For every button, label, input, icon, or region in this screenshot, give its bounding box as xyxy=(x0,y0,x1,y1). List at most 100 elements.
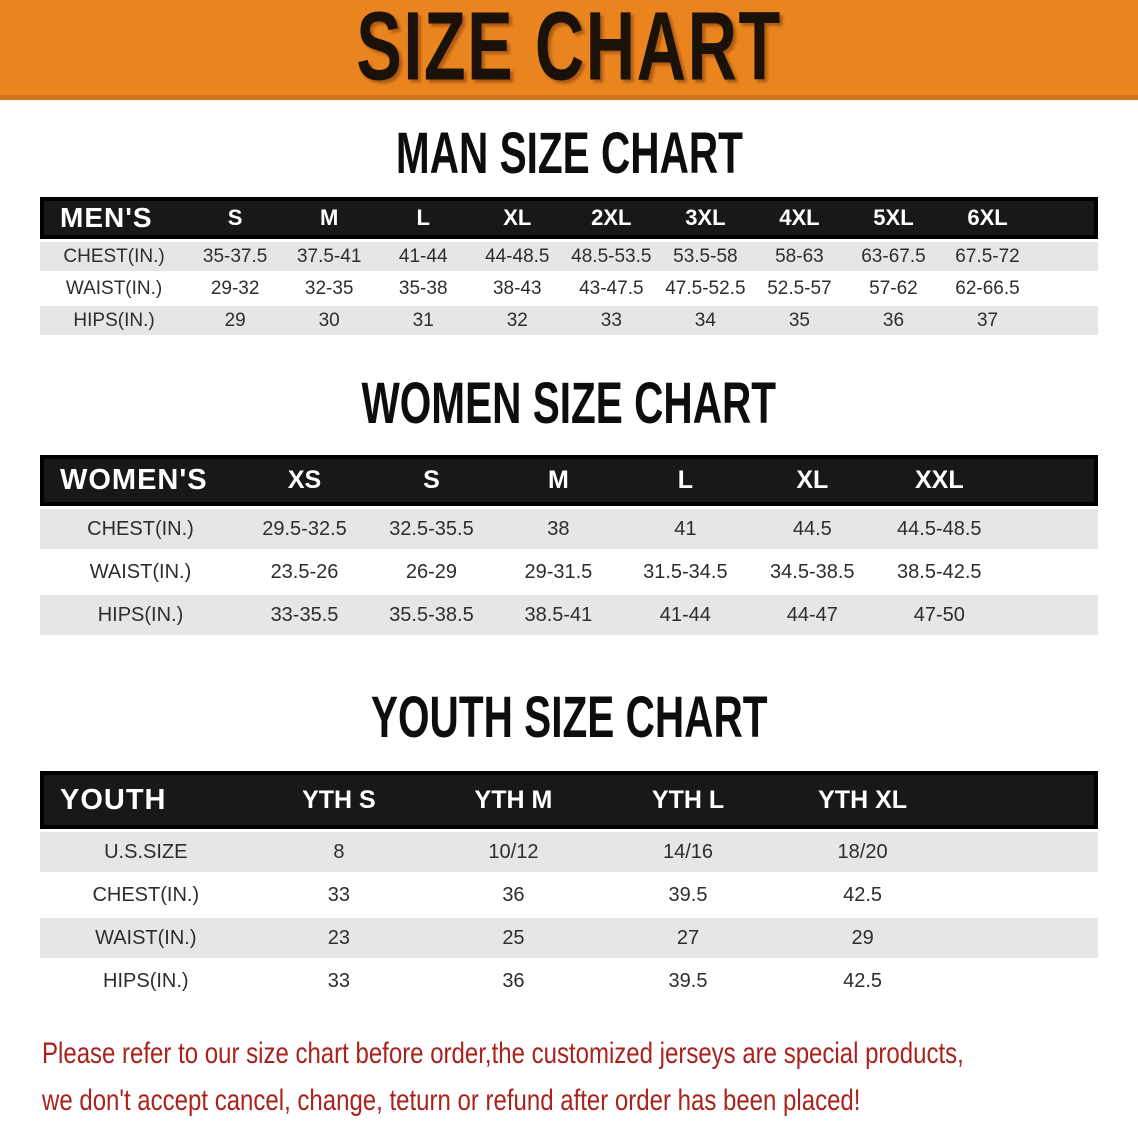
spacer-cell xyxy=(1002,552,1098,592)
table-row: HIPS(IN.) 33-35.5 35.5-38.5 38.5-41 41-44 44-… xyxy=(40,595,1098,635)
size-value-cell: 29-32 xyxy=(188,274,283,303)
size-column-header: XS xyxy=(241,455,368,506)
table-corner-label: YOUTH xyxy=(40,771,252,829)
size-value-cell: 35.5-38.5 xyxy=(367,595,495,635)
spacer-cell xyxy=(949,918,1098,958)
mens-size-table: MEN'S S M L XL 2XL 3XL 4XL 5XL 6XL CHEST(IN.) 35-37… xyxy=(40,194,1098,338)
women-section-heading: WOMEN SIZE CHART xyxy=(0,372,1138,437)
size-value-cell: 34.5-38.5 xyxy=(748,552,876,592)
size-value-cell: 32-35 xyxy=(282,274,377,303)
table-row: HIPS(IN.) 29 30 31 32 33 34 35 36 37 xyxy=(40,306,1098,335)
size-value-cell: 25 xyxy=(426,918,601,958)
size-column-header: M xyxy=(282,197,377,239)
spacer-cell xyxy=(1002,509,1098,549)
table-row: WAIST(IN.) 23.5-26 26-29 29-31.5 31.5-34.5 34… xyxy=(40,552,1098,592)
size-column-header: YTH S xyxy=(251,771,427,829)
spacer-cell xyxy=(949,875,1098,915)
size-value-cell: 35-37.5 xyxy=(188,242,283,271)
size-column-header: L xyxy=(621,455,749,506)
spacer-cell xyxy=(1034,197,1098,239)
size-value-cell: 38 xyxy=(494,509,622,549)
size-value-cell: 31.5-34.5 xyxy=(621,552,749,592)
row-label: CHEST(IN.) xyxy=(40,509,242,549)
size-column-header: 2XL xyxy=(564,197,659,239)
row-label: WAIST(IN.) xyxy=(40,552,242,592)
row-label: HIPS(IN.) xyxy=(40,961,252,1001)
size-value-cell: 35 xyxy=(752,306,847,335)
size-column-header: S xyxy=(367,455,495,506)
size-value-cell: 33-35.5 xyxy=(241,595,368,635)
size-table-header-row: YOUTH YTH S YTH M YTH L YTH XL xyxy=(40,771,1098,829)
size-value-cell: 36 xyxy=(426,875,601,915)
spacer-cell xyxy=(949,832,1098,872)
size-value-cell: 32.5-35.5 xyxy=(367,509,495,549)
size-column-header: YTH L xyxy=(600,771,776,829)
size-value-cell: 47.5-52.5 xyxy=(658,274,753,303)
size-value-cell: 30 xyxy=(282,306,377,335)
table-row: HIPS(IN.) 33 36 39.5 42.5 xyxy=(40,961,1098,1001)
row-label: HIPS(IN.) xyxy=(40,595,242,635)
size-value-cell: 14/16 xyxy=(600,832,776,872)
size-value-cell: 36 xyxy=(846,306,941,335)
size-value-cell: 29 xyxy=(188,306,283,335)
size-value-cell: 23 xyxy=(251,918,427,958)
size-column-header: S xyxy=(188,197,283,239)
size-value-cell: 58-63 xyxy=(752,242,847,271)
row-label: WAIST(IN.) xyxy=(40,918,252,958)
size-chart-banner: SIZE CHART xyxy=(0,0,1138,101)
table-corner-label: MEN'S xyxy=(40,197,189,239)
spacer-cell xyxy=(1034,274,1098,303)
size-value-cell: 27 xyxy=(600,918,776,958)
man-section-heading: MAN SIZE CHART xyxy=(0,122,1138,187)
size-value-cell: 38.5-41 xyxy=(494,595,622,635)
size-value-cell: 62-66.5 xyxy=(940,274,1035,303)
size-value-cell: 41-44 xyxy=(376,242,471,271)
size-value-cell: 67.5-72 xyxy=(940,242,1035,271)
size-value-cell: 35-38 xyxy=(376,274,471,303)
size-value-cell: 44.5 xyxy=(748,509,876,549)
size-value-cell: 31 xyxy=(376,306,471,335)
spacer-cell xyxy=(1002,595,1098,635)
table-corner-label: WOMEN'S xyxy=(40,455,242,506)
row-label: CHEST(IN.) xyxy=(40,242,189,271)
size-value-cell: 42.5 xyxy=(775,875,950,915)
size-value-cell: 33 xyxy=(251,961,427,1001)
disclaimer-line-1: Please refer to our size chart before or… xyxy=(42,1037,964,1070)
size-value-cell: 44-48.5 xyxy=(470,242,565,271)
row-label: HIPS(IN.) xyxy=(40,306,189,335)
size-value-cell: 41 xyxy=(621,509,749,549)
size-column-header: XL xyxy=(748,455,876,506)
table-row: WAIST(IN.) 23 25 27 29 xyxy=(40,918,1098,958)
spacer-cell xyxy=(1034,242,1098,271)
disclaimer-line-2: we don't accept cancel, change, teturn o… xyxy=(42,1084,861,1117)
table-row: CHEST(IN.) 29.5-32.5 32.5-35.5 38 41 44.5 44.5… xyxy=(40,509,1098,549)
man-section-heading-text: MAN SIZE CHART xyxy=(395,121,743,187)
size-column-header: L xyxy=(376,197,471,239)
size-column-header: 4XL xyxy=(752,197,847,239)
size-value-cell: 39.5 xyxy=(600,961,776,1001)
size-value-cell: 26-29 xyxy=(367,552,495,592)
spacer-cell xyxy=(949,961,1098,1001)
women-section-heading-text: WOMEN SIZE CHART xyxy=(361,371,777,437)
size-value-cell: 44-47 xyxy=(748,595,876,635)
youth-section-heading-text: YOUTH SIZE CHART xyxy=(370,685,768,751)
size-value-cell: 52.5-57 xyxy=(752,274,847,303)
row-label: WAIST(IN.) xyxy=(40,274,189,303)
size-value-cell: 38-43 xyxy=(470,274,565,303)
disclaimer-note: Please refer to our size chart before or… xyxy=(42,1030,1138,1124)
size-value-cell: 43-47.5 xyxy=(564,274,659,303)
size-value-cell: 47-50 xyxy=(875,595,1003,635)
size-column-header: M xyxy=(494,455,622,506)
size-column-header: 6XL xyxy=(940,197,1035,239)
table-row: CHEST(IN.) 35-37.5 37.5-41 41-44 44-48.5 48.5… xyxy=(40,242,1098,271)
size-value-cell: 37 xyxy=(940,306,1035,335)
size-value-cell: 34 xyxy=(658,306,753,335)
size-value-cell: 63-67.5 xyxy=(846,242,941,271)
size-value-cell: 53.5-58 xyxy=(658,242,753,271)
womens-size-table: WOMEN'S XS S M L XL XXL CHEST(IN.) 29.5-32.5 32.5… xyxy=(40,452,1098,638)
table-row: CHEST(IN.) 33 36 39.5 42.5 xyxy=(40,875,1098,915)
size-value-cell: 38.5-42.5 xyxy=(875,552,1003,592)
size-value-cell: 44.5-48.5 xyxy=(875,509,1003,549)
size-column-header: YTH XL xyxy=(775,771,950,829)
size-value-cell: 42.5 xyxy=(775,961,950,1001)
